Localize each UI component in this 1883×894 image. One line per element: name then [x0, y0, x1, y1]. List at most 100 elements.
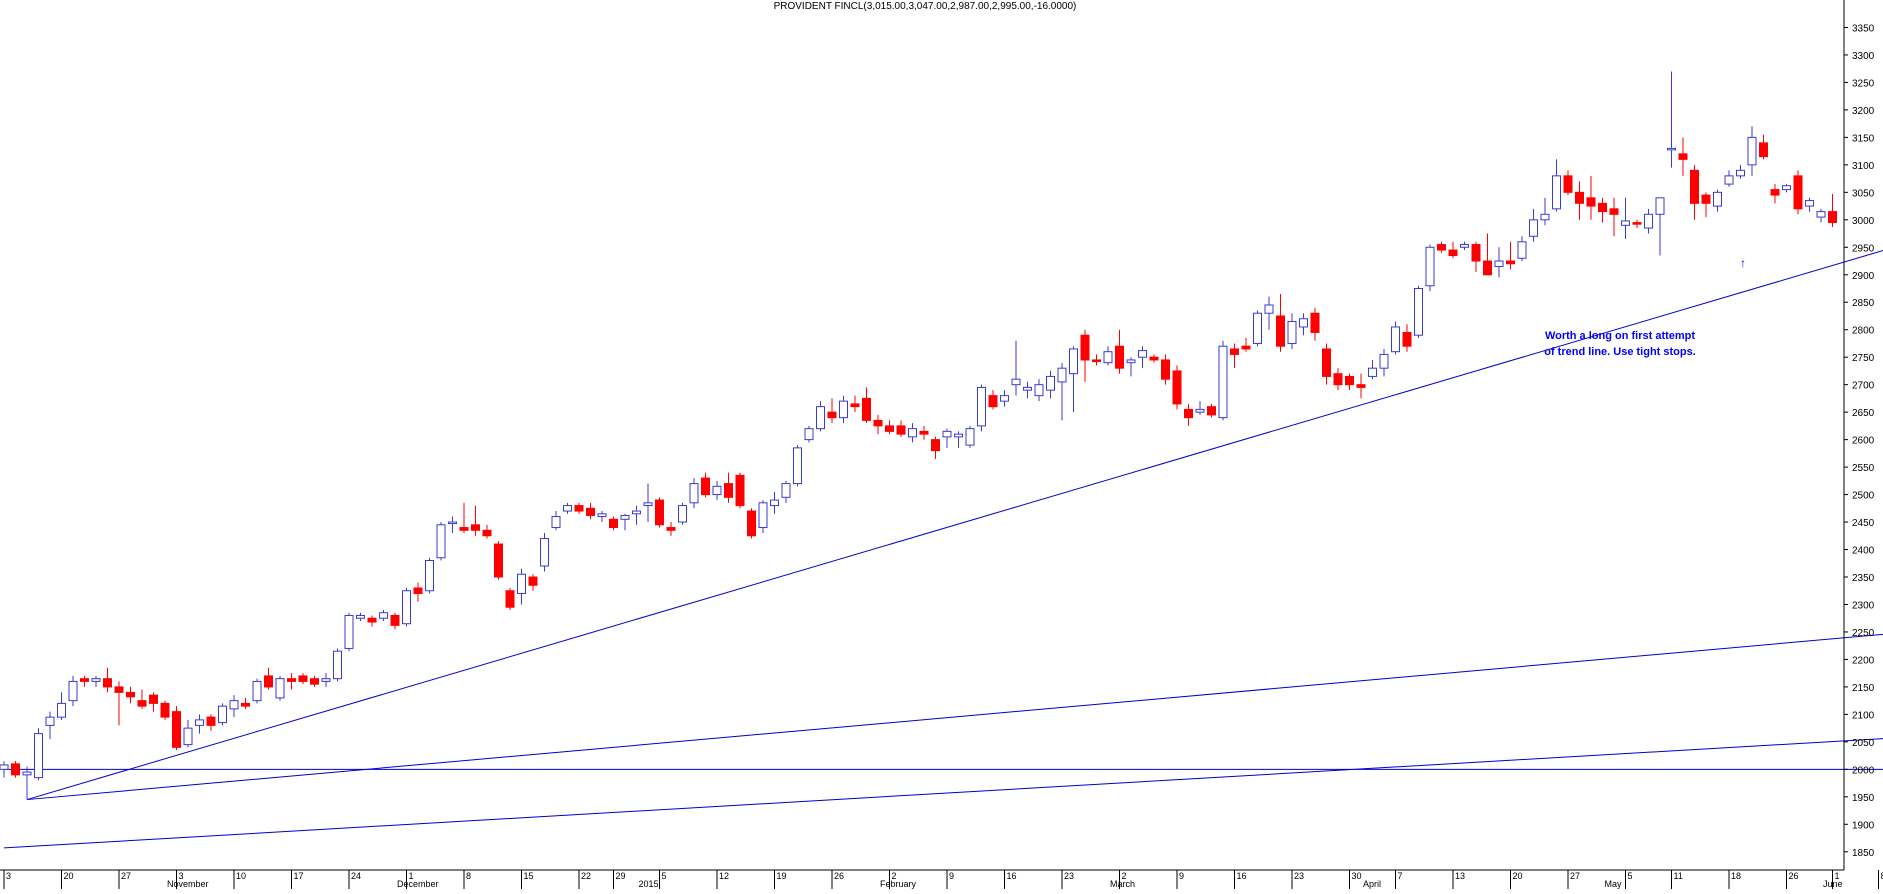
candle-body [690, 484, 698, 503]
y-tick-label: 2500 [1852, 491, 1875, 502]
candle-body [1622, 221, 1630, 225]
candle-body [1610, 209, 1618, 214]
candle-body [184, 728, 192, 744]
candle-body [1070, 349, 1078, 374]
candle-body [35, 734, 43, 778]
candle-body [1001, 396, 1009, 401]
candle-body [58, 703, 66, 717]
candle-body [874, 420, 882, 425]
y-tick-label: 3200 [1852, 106, 1875, 117]
candle-body [253, 681, 261, 700]
candle-body [989, 396, 997, 407]
plot-area [0, 71, 1883, 847]
candle-body [69, 681, 77, 700]
y-tick-label: 3050 [1852, 188, 1875, 199]
candle-body [1679, 154, 1687, 159]
x-month-label: April [1363, 879, 1381, 889]
y-tick-label: 1950 [1852, 793, 1875, 804]
candle-body [978, 387, 986, 425]
candle-body [357, 615, 365, 618]
candle-body [667, 528, 675, 531]
y-tick-label: 2050 [1852, 738, 1875, 749]
candle-body [403, 591, 411, 624]
candle-body [529, 577, 537, 585]
candle-body [173, 712, 181, 748]
candle-body [1725, 176, 1733, 184]
candle-body [127, 692, 135, 696]
candle-body [1323, 349, 1331, 376]
trend-line [27, 628, 1883, 800]
candle-body [863, 398, 871, 420]
x-tick-label: 5 [1628, 871, 1633, 881]
candle-body [932, 440, 940, 451]
candle-body [495, 544, 503, 577]
y-tick-label: 2650 [1852, 408, 1875, 419]
candle-body [828, 412, 836, 417]
y-tick-label: 2700 [1852, 381, 1875, 392]
candle-body [1311, 313, 1319, 332]
y-tick-label: 1900 [1852, 820, 1875, 831]
candle-body [92, 679, 100, 682]
x-month-label: November [167, 879, 209, 889]
candle-body [1645, 214, 1653, 228]
candle-body [1254, 313, 1262, 343]
candle-body [368, 618, 376, 622]
candle-body [1219, 346, 1227, 417]
y-tick-label: 2600 [1852, 436, 1875, 447]
candle-body [196, 720, 204, 725]
candle-body [334, 651, 342, 678]
y-tick-label: 2000 [1852, 765, 1875, 776]
y-tick-label: 2100 [1852, 710, 1875, 721]
candle-body [1300, 319, 1308, 327]
y-tick-label: 3150 [1852, 133, 1875, 144]
x-tick-label: 26 [834, 871, 844, 881]
x-tick-label: 30 [1352, 871, 1362, 881]
x-month-label: December [397, 879, 439, 889]
candle-body [851, 404, 859, 407]
candle-body [1047, 376, 1055, 390]
x-month-label: February [880, 879, 917, 889]
x-tick-label: 15 [524, 871, 534, 881]
y-tick-label: 3300 [1852, 51, 1875, 62]
chart-title: PROVIDENT FINCL(3,015.00,3,047.00,2,987.… [774, 1, 1077, 12]
candle-body [1035, 385, 1043, 396]
candle-body [1139, 351, 1147, 358]
candle-body [598, 514, 606, 517]
candle-body [1265, 305, 1273, 313]
candle-body [1449, 250, 1457, 255]
candle-body [736, 475, 744, 505]
candle-body [725, 484, 733, 498]
y-tick-label: 3250 [1852, 78, 1875, 89]
y-tick-label: 3350 [1852, 23, 1875, 34]
candle-body [1369, 368, 1377, 376]
x-month-label: June [1823, 879, 1843, 889]
x-tick-label: 3 [6, 871, 11, 881]
candle-body [1564, 176, 1572, 192]
x-tick-label: 20 [64, 871, 74, 881]
candle-body [161, 703, 169, 717]
candle-body [1173, 371, 1181, 404]
candle-body [886, 426, 894, 431]
x-tick-label: 29 [616, 871, 626, 881]
candle-body [207, 717, 215, 725]
candle-body [805, 429, 813, 440]
candle-body [621, 515, 629, 519]
candle-body [702, 478, 710, 494]
y-tick-label: 3100 [1852, 161, 1875, 172]
x-tick-label: 17 [294, 871, 304, 881]
annotation-line-1: Worth a long on first attempt [1545, 330, 1695, 342]
annotation-line-2: of trend line. Use tight stops. [1544, 346, 1696, 358]
candle-body [1196, 409, 1204, 412]
x-tick-label: 20 [1513, 871, 1523, 881]
x-tick-label: 11 [1674, 871, 1683, 881]
x-tick-label: 16 [1007, 871, 1017, 881]
y-tick-label: 2450 [1852, 518, 1875, 529]
candle-body [966, 429, 974, 445]
x-month-label: March [1110, 879, 1135, 889]
candle-body [909, 429, 917, 437]
y-tick-label: 1850 [1852, 848, 1875, 859]
candle-body [1472, 245, 1480, 261]
candle-body [1599, 203, 1607, 211]
y-tick-label: 2200 [1852, 655, 1875, 666]
candle-body [817, 407, 825, 429]
